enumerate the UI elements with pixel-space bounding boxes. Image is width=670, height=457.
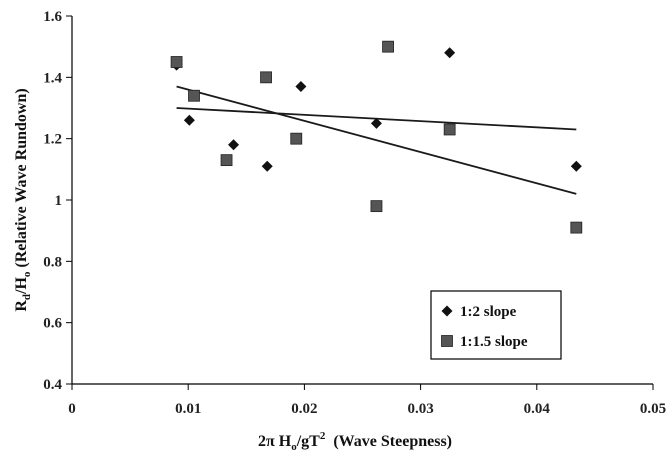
x-tick-label: 0.03 <box>407 401 433 417</box>
y-tick-label: 0.8 <box>43 254 62 270</box>
data-point-slope-1-1.5 <box>370 200 383 213</box>
legend-marker-slope-1-1.5 <box>441 335 453 347</box>
legend-box <box>430 290 562 360</box>
data-point-slope-1-2 <box>183 114 195 126</box>
data-point-slope-1-2 <box>261 160 273 172</box>
x-tick-label: 0.05 <box>640 401 666 417</box>
data-point-slope-1-1.5 <box>170 56 183 68</box>
data-point-slope-1-1.5 <box>260 71 272 84</box>
legend-marker-slope-1-2 <box>441 305 453 317</box>
x-tick-label: 0.01 <box>175 401 201 417</box>
data-point-slope-1-2 <box>570 160 582 172</box>
y-tick-label: 1.6 <box>43 9 62 25</box>
data-point-slope-1-1.5 <box>570 221 583 234</box>
y-axis-title: Rd/Ho (Relative Wave Rundown) <box>13 88 33 311</box>
x-tick-label: 0 <box>68 401 76 417</box>
y-tick-label: 0.4 <box>43 377 62 393</box>
data-point-slope-1-1.5 <box>443 123 456 136</box>
x-axis-title: 2π Ho/gT2 (Wave Steepness) <box>258 430 452 453</box>
y-tick-label: 1 <box>55 193 63 209</box>
trendline-slope-1-1.5 <box>176 85 577 195</box>
data-point-slope-1-2 <box>295 81 307 93</box>
legend-label: 1:1.5 slope <box>460 334 528 350</box>
legend-label: 1:2 slope <box>460 304 517 320</box>
y-tick-label: 1.2 <box>43 132 62 148</box>
data-point-slope-1-2 <box>370 117 382 129</box>
x-tick-label: 0.02 <box>291 401 317 417</box>
y-tick-label: 0.6 <box>43 316 62 332</box>
data-point-slope-1-1.5 <box>382 40 394 53</box>
data-point-slope-1-2 <box>228 139 240 151</box>
data-point-slope-1-1.5 <box>220 154 233 167</box>
data-point-slope-1-1.5 <box>188 89 200 102</box>
data-point-slope-1-2 <box>444 47 456 59</box>
x-tick-label: 0.04 <box>524 401 551 417</box>
data-point-slope-1-1.5 <box>290 132 303 145</box>
y-tick-label: 1.4 <box>43 70 62 86</box>
